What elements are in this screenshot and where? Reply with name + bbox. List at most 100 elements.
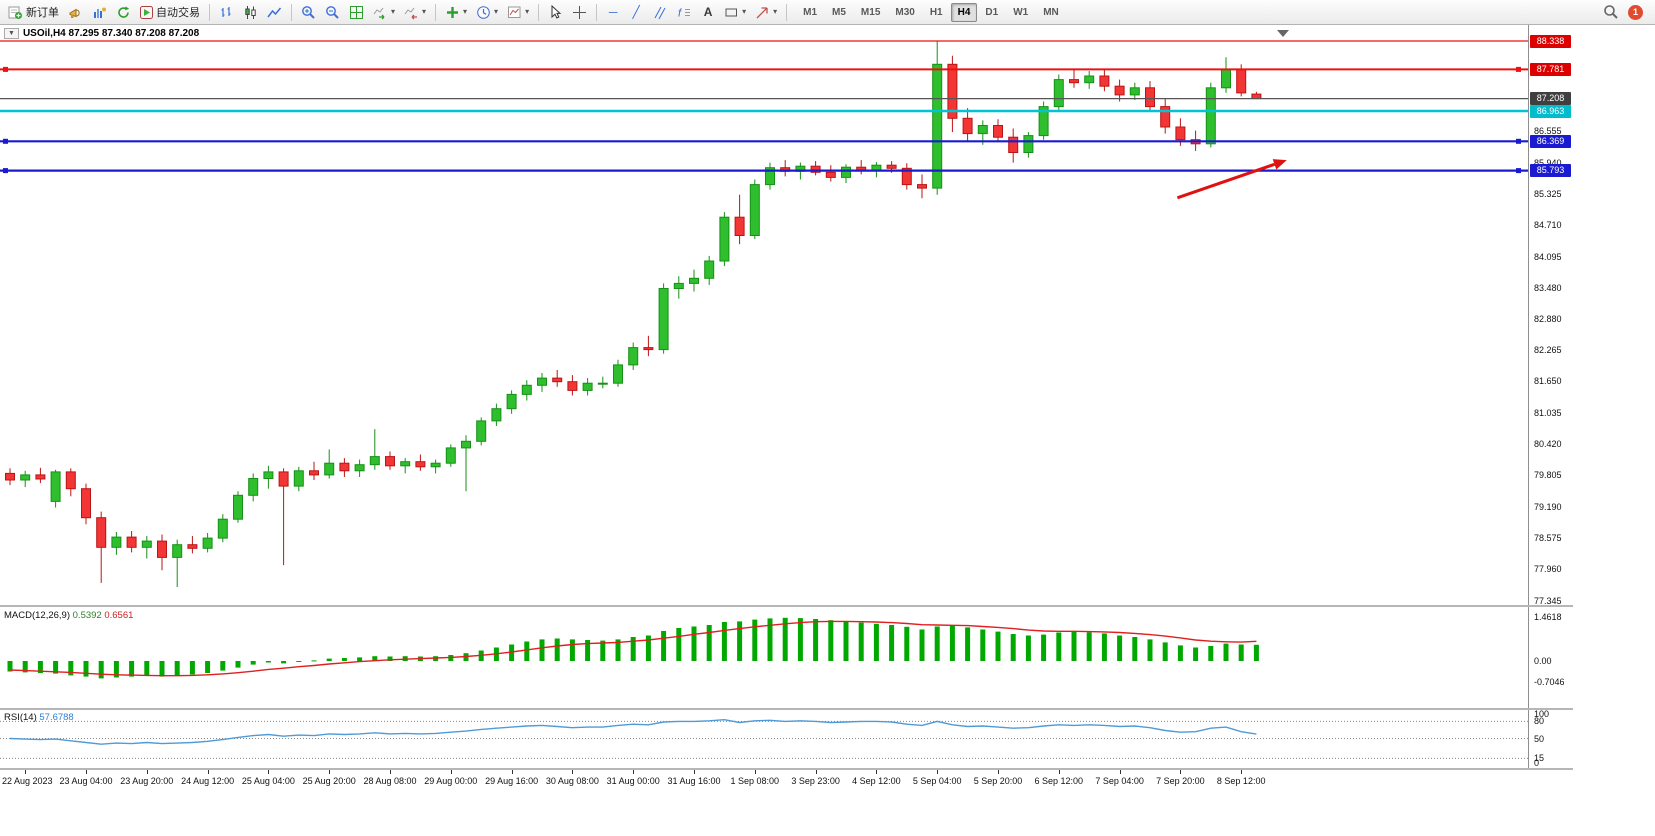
svg-text:f: f — [678, 7, 682, 19]
price-badge: 88.338 — [1530, 34, 1571, 48]
trendline-tool-button[interactable]: ╱ — [625, 2, 647, 23]
timeframe-button-w1[interactable]: W1 — [1006, 3, 1035, 22]
price-axis-label: 82.880 — [1534, 313, 1562, 324]
toolbar: 新订单 自动交易 — [0, 0, 1655, 25]
time-axis-label: 4 Sep 12:00 — [852, 776, 901, 786]
timeframe-button-h1[interactable]: H1 — [923, 3, 950, 22]
timeframe-button-m30[interactable]: M30 — [888, 3, 921, 22]
arrow-tool-icon — [755, 5, 770, 20]
macd-axis: 1.4618 0.00 -0.7046 — [1528, 607, 1573, 708]
time-tick — [146, 770, 148, 774]
timeframe-button-h4[interactable]: H4 — [950, 2, 978, 22]
crosshair-button[interactable] — [568, 2, 591, 23]
price-axis-label: 85.325 — [1534, 189, 1562, 199]
time-tick — [998, 770, 999, 774]
notification-badge[interactable]: 1 — [1628, 4, 1643, 20]
timeframe-button-d1[interactable]: D1 — [978, 3, 1005, 22]
one-click-trading-toggle[interactable]: ▼ — [4, 28, 19, 39]
macd-panel-svg[interactable] — [0, 607, 1528, 708]
clock-icon — [476, 5, 491, 20]
auto-scroll-icon — [373, 5, 388, 20]
autotrading-button[interactable]: 自动交易 — [136, 2, 204, 23]
time-tick — [572, 770, 574, 774]
templates-button[interactable]: ▾ — [503, 2, 533, 23]
panel-separator[interactable] — [0, 768, 1573, 770]
indicators-button[interactable]: ▾ — [441, 2, 471, 23]
macd-signal-line — [9, 620, 1257, 677]
time-tick — [876, 770, 878, 774]
price-badge: 87.208 — [1530, 92, 1571, 106]
line-chart-icon — [267, 5, 282, 20]
refresh-icon — [116, 5, 131, 20]
horizontal-line-tool-button[interactable]: ─ — [602, 2, 624, 23]
search-icon — [1603, 4, 1619, 20]
macd-label: MACD(12,26,9) 0.5392 0.6561 — [4, 610, 133, 621]
time-axis-label: 3 Sep 23:00 — [791, 776, 840, 786]
candlestick-chart-button[interactable] — [239, 2, 262, 23]
annotation-arrow-line — [1176, 162, 1275, 200]
time-axis-label: 28 Aug 08:00 — [363, 776, 417, 786]
timeframe-button-m5[interactable]: M5 — [825, 3, 853, 22]
time-axis-label: 25 Aug 04:00 — [241, 776, 295, 786]
price-badge: 87.781 — [1530, 62, 1571, 76]
market-stats-button[interactable] — [88, 2, 111, 23]
rsi-axis-label: 15 — [1534, 753, 1545, 764]
price-axis-label: 81.650 — [1534, 376, 1562, 387]
refresh-button[interactable] — [112, 2, 135, 23]
bar-chart-button[interactable] — [215, 2, 238, 23]
fibonacci-tool-button[interactable]: f — [672, 2, 696, 23]
rsi-axis-label: 80 — [1534, 716, 1545, 727]
time-tick — [25, 770, 27, 774]
auto-scroll-button[interactable]: ▾ — [369, 2, 399, 23]
toolbar-separator — [209, 3, 210, 21]
time-tick — [207, 770, 209, 774]
rsi-panel-svg[interactable] — [0, 710, 1528, 768]
toolbar-separator — [435, 3, 437, 21]
main-chart-svg[interactable] — [0, 25, 1528, 605]
symbol-ohlc-title: USOil,H4 87.295 87.340 87.208 87.208 — [22, 28, 200, 39]
price-axis[interactable]: 88.338 87.781 87.208 86.963 86.555 86.369 85.9… — [1528, 25, 1573, 606]
cursor-button[interactable] — [544, 2, 567, 23]
shapes-tool-button[interactable]: ▾ — [720, 2, 750, 23]
panel-separator[interactable] — [0, 708, 1573, 710]
panel-separator[interactable] — [0, 605, 1573, 607]
time-axis-label: 7 Sep 20:00 — [1156, 776, 1205, 786]
tile-windows-icon — [349, 5, 364, 20]
bar-chart-icon — [219, 5, 234, 20]
price-axis-label: 77.345 — [1534, 595, 1562, 606]
new-order-button[interactable]: 新订单 — [4, 2, 63, 23]
time-axis-label: 24 Aug 12:00 — [181, 776, 235, 786]
price-axis-label: 81.035 — [1534, 407, 1562, 418]
rsi-name: RSI(14) — [4, 712, 37, 723]
time-axis[interactable]: 22 Aug 2023 23 Aug 04:00 23 Aug 20:00 24 Au… — [0, 770, 1573, 794]
arrows-tool-button[interactable]: ▾ — [751, 2, 781, 23]
dropdown-caret-icon: ▾ — [742, 7, 747, 16]
macd-name: MACD(12,26,9) — [4, 610, 70, 621]
timeframe-button-m1[interactable]: M1 — [796, 3, 824, 22]
time-tick — [815, 770, 817, 774]
price-axis-label: 84.710 — [1534, 220, 1562, 231]
megaphone-button[interactable] — [64, 2, 87, 23]
timeframe-button-mn[interactable]: MN — [1036, 3, 1066, 22]
time-tick — [86, 770, 87, 774]
dropdown-caret-icon: ▾ — [391, 7, 396, 16]
price-axis-label: 79.190 — [1534, 501, 1562, 512]
periods-button[interactable]: ▾ — [472, 2, 502, 23]
new-order-label: 新订单 — [26, 7, 59, 19]
chart-shift-button[interactable]: ▾ — [400, 2, 430, 23]
line-chart-button[interactable] — [263, 2, 286, 23]
zoom-in-button[interactable] — [297, 2, 320, 23]
tile-windows-button[interactable] — [345, 2, 368, 23]
price-axis-label: 83.480 — [1534, 283, 1562, 293]
text-tool-button[interactable]: A — [697, 2, 719, 23]
macd-signal-value: 0.6561 — [104, 610, 134, 621]
price-axis-label: 80.420 — [1534, 438, 1562, 449]
time-axis-label: 5 Sep 04:00 — [912, 776, 962, 786]
search-button[interactable] — [1599, 2, 1623, 23]
price-badge: 85.793 — [1530, 164, 1571, 178]
macd-axis-label: 0.00 — [1534, 656, 1552, 666]
zoom-out-button[interactable] — [321, 2, 344, 23]
channel-tool-button[interactable] — [648, 2, 671, 23]
timeframe-button-m15[interactable]: M15 — [854, 3, 887, 22]
macd-axis-label: -0.7046 — [1534, 677, 1565, 688]
